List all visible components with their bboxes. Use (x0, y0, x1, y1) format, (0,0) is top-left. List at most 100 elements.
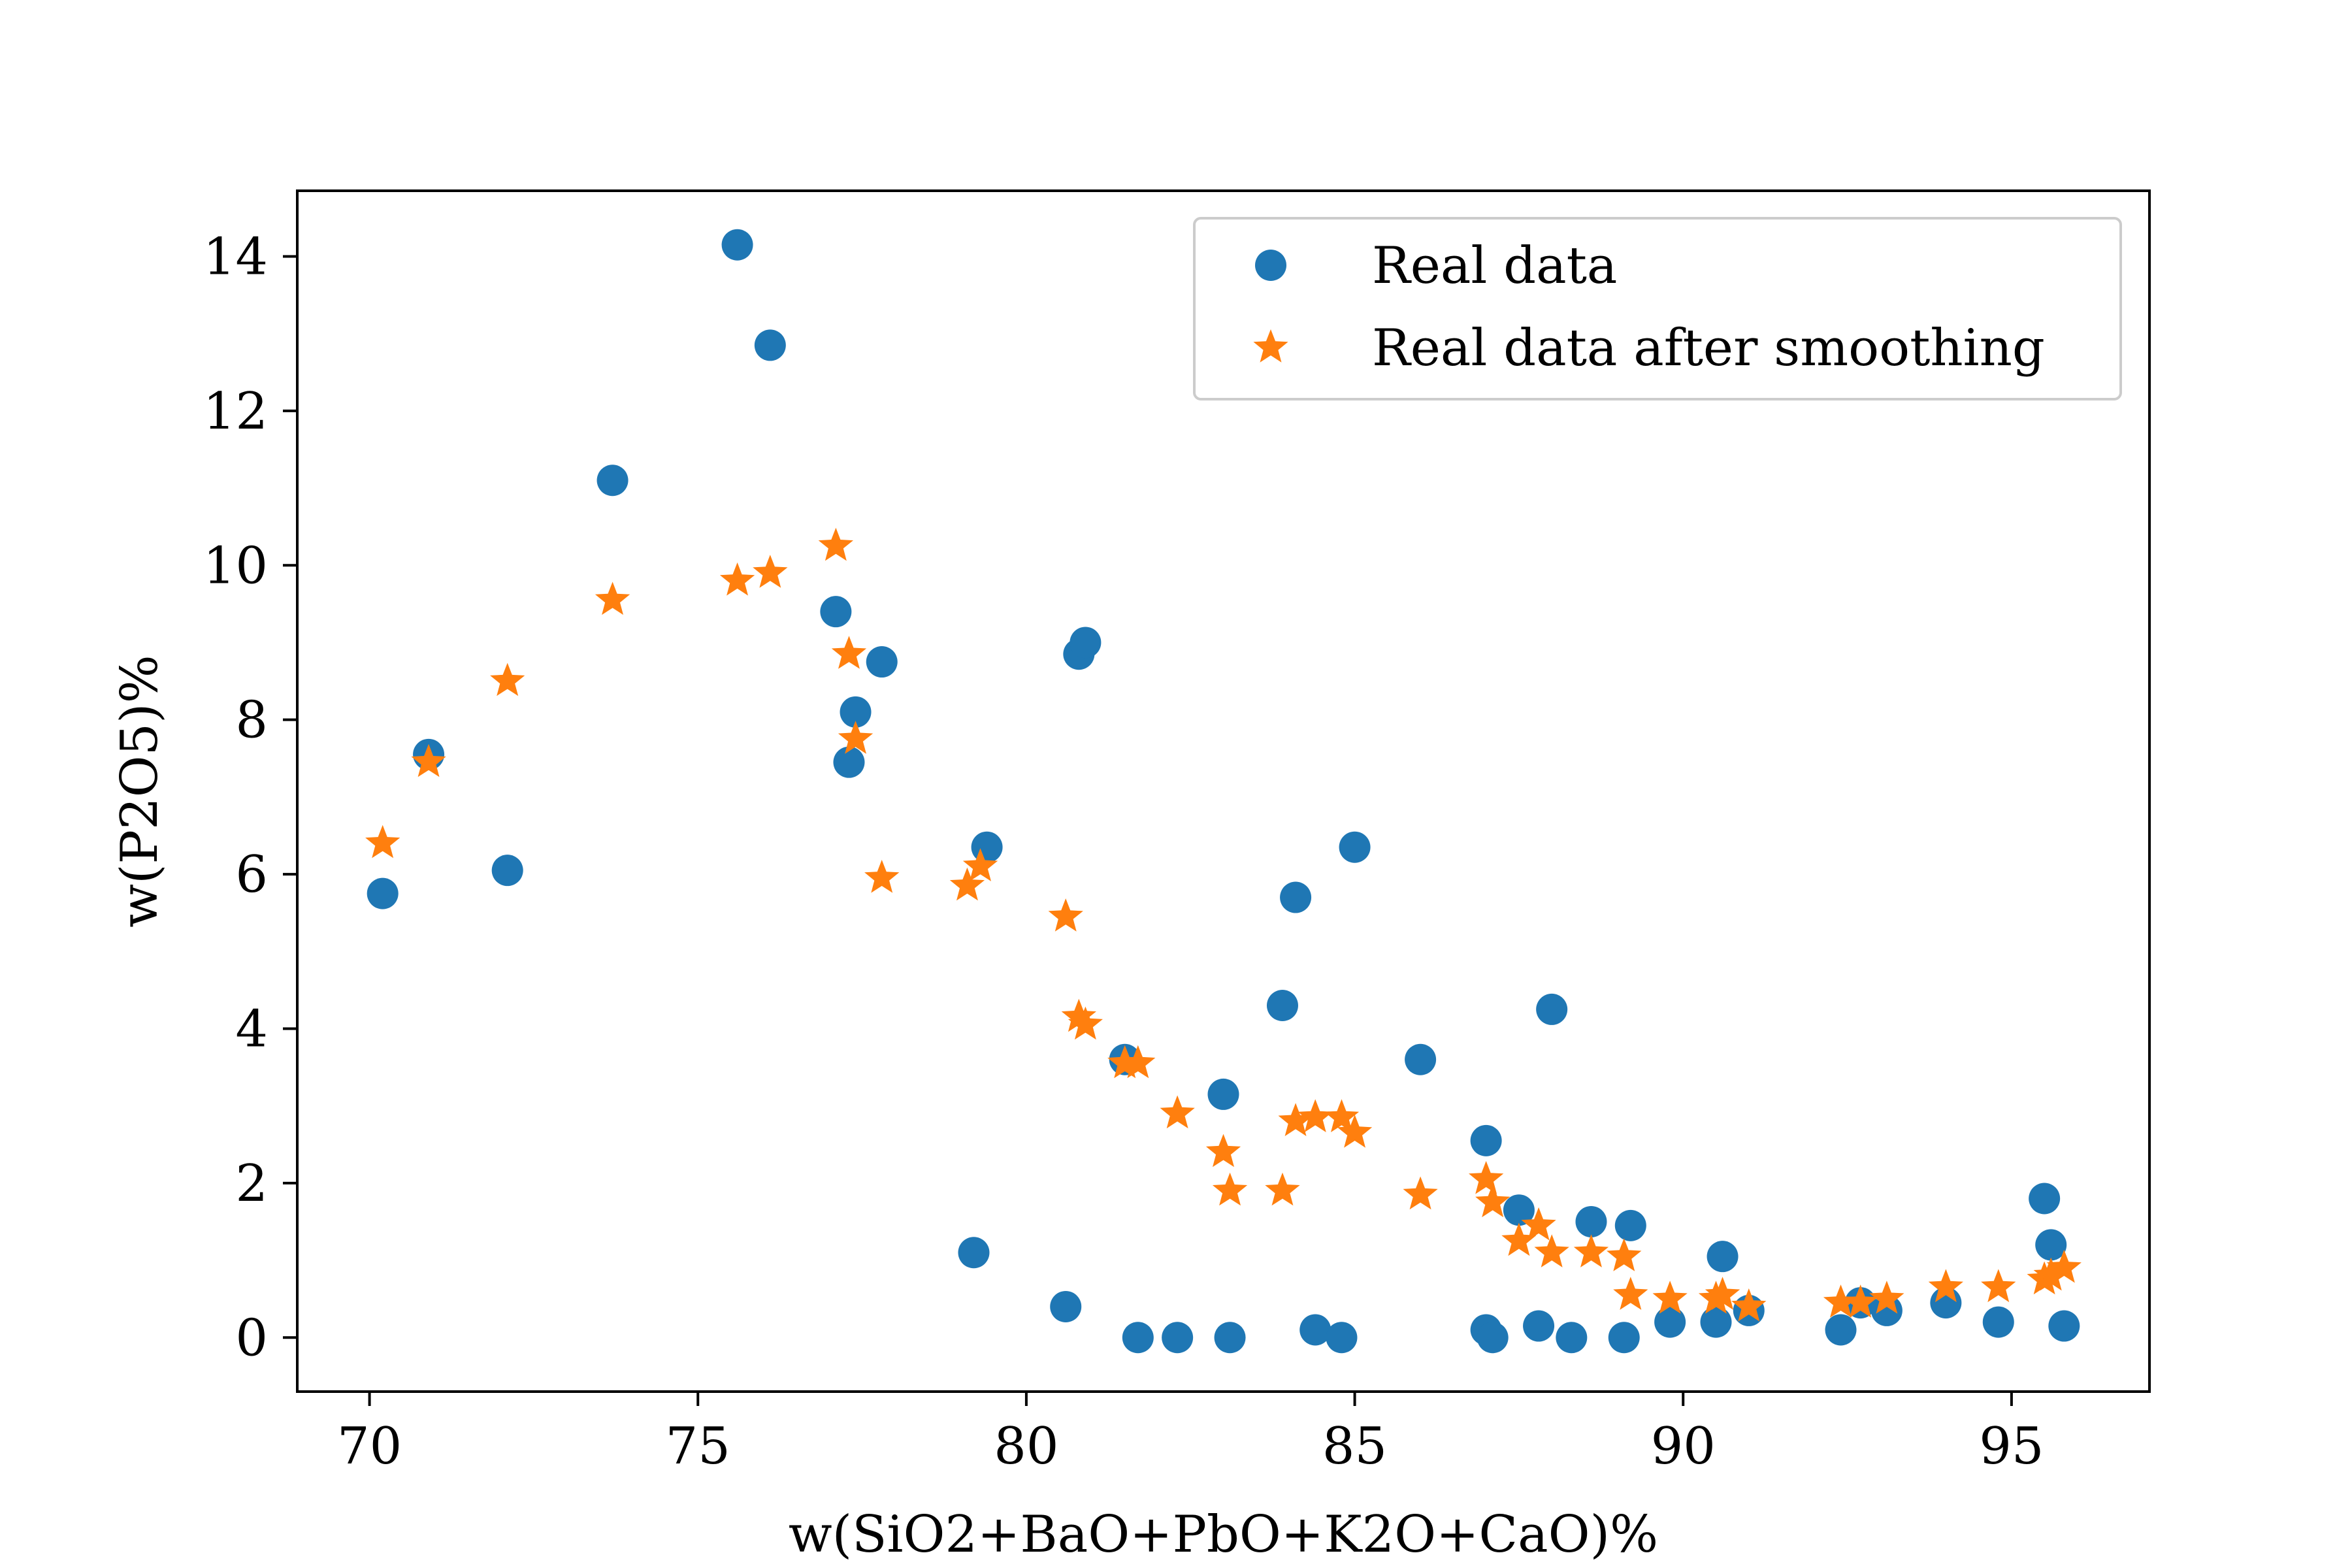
smoothed-data-point (1534, 1234, 1569, 1267)
x-axis-label: w(SiO2+BaO+PbO+K2O+CaO)% (789, 1505, 1658, 1564)
real-data-point (1050, 1290, 1082, 1322)
real-data-point (2048, 1310, 2080, 1342)
real-data-point (596, 465, 629, 497)
legend-marker (1255, 250, 1286, 281)
x-tick-label: 75 (666, 1417, 730, 1476)
smoothed-data-point (2033, 1257, 2068, 1291)
real-data-point (1339, 831, 1371, 863)
real-data-point (958, 1237, 990, 1269)
real-data-point (1266, 990, 1298, 1022)
y-tick-label: 0 (235, 1309, 268, 1367)
smoothed-data-point (1521, 1207, 1556, 1241)
smoothed-data-point (1613, 1277, 1648, 1310)
real-data-point (820, 596, 852, 628)
smoothed-data-point (1981, 1269, 2016, 1303)
y-tick-label: 2 (235, 1154, 268, 1213)
x-tick-label: 80 (994, 1417, 1058, 1476)
y-axis-label: w(P2O5)% (110, 655, 169, 927)
legend-marker (1253, 329, 1288, 363)
smoothed-data-point (365, 825, 400, 858)
smoothed-data-point (1265, 1172, 1300, 1206)
smoothed-data-point (1843, 1284, 1878, 1318)
smoothed-data-point (949, 867, 985, 901)
real-data-point (1214, 1322, 1246, 1354)
real-data-point (1299, 1314, 1331, 1346)
real-data-point (971, 831, 1003, 863)
smoothed-data-point (1607, 1238, 1642, 1271)
real-data-point (1523, 1310, 1555, 1342)
x-tick-label: 70 (337, 1417, 402, 1476)
real-data-point (1470, 1124, 1502, 1156)
real-data-point (1536, 993, 1568, 1025)
real-data-point (1654, 1306, 1686, 1338)
real-data-point (1280, 881, 1312, 913)
smoothed-data-point (864, 860, 900, 893)
legend-label-real-data: Real data (1372, 237, 1617, 295)
smoothed-data-point (1278, 1103, 1313, 1136)
real-data-point (866, 646, 898, 678)
real-data-point (1326, 1322, 1358, 1354)
real-data-point (1700, 1306, 1732, 1338)
real-data-point (491, 855, 523, 887)
real-data-point (1575, 1205, 1607, 1237)
real-data-point (721, 229, 753, 261)
y-axis: 0 2 4 6 8 10 12 14 (203, 227, 297, 1367)
real-data-point (1707, 1241, 1739, 1273)
real-data-point (1207, 1078, 1239, 1110)
smoothed-data-point (1212, 1172, 1248, 1206)
smoothed-data-point (1403, 1176, 1438, 1210)
smoothed-data-point (1061, 998, 1096, 1032)
real-data-point (754, 329, 786, 361)
real-data-point (367, 877, 399, 909)
smoothed-data-point (1652, 1281, 1688, 1314)
legend-box (1193, 217, 2122, 400)
plot-frame (296, 189, 2151, 1393)
smoothed-data-point (490, 662, 525, 696)
smoothed-data-point (1298, 1099, 1333, 1132)
smoothed-data-point (1731, 1288, 1767, 1322)
legend: Real data Real data after smoothing (1193, 217, 2122, 400)
smoothed-data-point (1573, 1234, 1609, 1267)
smoothed-data-point (1469, 1161, 1504, 1194)
legend-marker-smoothed-data (1253, 329, 1288, 363)
real-data-point (1608, 1322, 1640, 1354)
smoothed-data-point (1475, 1184, 1511, 1218)
y-tick-label: 6 (235, 845, 268, 904)
x-tick-label: 85 (1322, 1417, 1387, 1476)
smoothed-data-point (411, 743, 446, 777)
smoothed-data-point (1068, 1006, 1103, 1040)
smoothed-data-point (1160, 1095, 1195, 1129)
plot-marks (365, 229, 2082, 1354)
real-data-point (833, 746, 865, 778)
smoothed-data-point (1048, 898, 1083, 932)
real-data-point (2035, 1229, 2067, 1261)
smoothed-data-point (1501, 1222, 1537, 1256)
smoothed-data-point (719, 562, 755, 596)
real-data-point (2029, 1183, 2061, 1215)
real-data-point (1614, 1209, 1646, 1241)
real-data-point (1405, 1043, 1437, 1075)
smoothed-data-point (1869, 1281, 1904, 1314)
real-data-point (840, 696, 872, 728)
smoothed-data-point (2046, 1249, 2082, 1283)
smoothed-data-point (1823, 1284, 1859, 1318)
smoothed-data-point (831, 636, 867, 669)
real-data-point (1162, 1322, 1194, 1354)
smoothed-data-point (1705, 1277, 1740, 1310)
real-data-point (1070, 627, 1102, 659)
real-data-point (1982, 1306, 2014, 1338)
y-tick-label: 4 (235, 1000, 268, 1058)
smoothed-data-point (1928, 1269, 1963, 1303)
legend-marker-real-data (1255, 250, 1286, 281)
smoothed-data-point (1324, 1099, 1360, 1132)
real-data-point (1870, 1294, 1903, 1326)
smoothed-data-point (818, 527, 853, 561)
smoothed-data-point (595, 581, 630, 615)
y-tick-label: 10 (203, 536, 268, 595)
smoothed-data-point (838, 721, 874, 754)
smoothed-data-point (1120, 1045, 1156, 1079)
legend-label-smoothed-data: Real data after smoothing (1372, 319, 2045, 378)
x-tick-label: 95 (1979, 1417, 2044, 1476)
real-data-point (1503, 1194, 1535, 1226)
